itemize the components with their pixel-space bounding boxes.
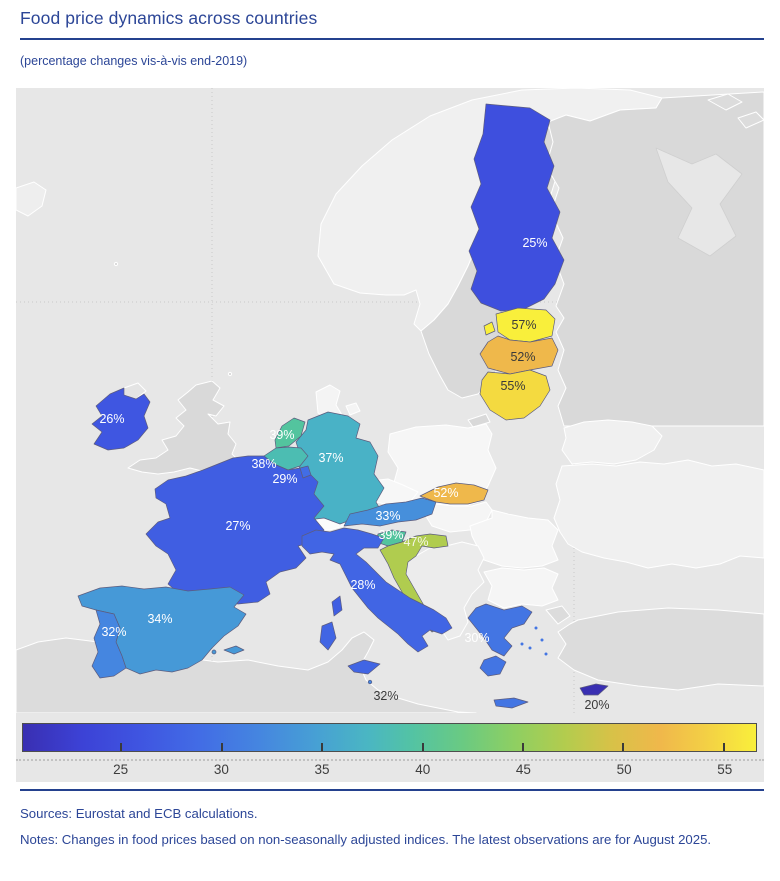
country-croatia [379, 533, 449, 633]
colorbar-tick [421, 743, 424, 751]
label-ireland: 26% [99, 412, 124, 426]
country-france [145, 455, 325, 605]
country-ukraine [553, 459, 764, 569]
colorbar-label: 25 [113, 762, 129, 777]
label-croatia: 47% [403, 535, 428, 549]
islands-aegean [520, 626, 548, 656]
title-divider [20, 38, 764, 40]
colorbar-label: 45 [515, 762, 531, 777]
colorbar-tick [622, 743, 625, 751]
colored-countries [77, 103, 609, 709]
country-denmark [315, 384, 361, 420]
label-spain: 34% [147, 612, 172, 626]
country-united-kingdom [127, 380, 241, 475]
label-france: 27% [225, 519, 250, 533]
country-greece [467, 603, 533, 677]
country-estonia [483, 307, 556, 343]
label-greece: 30% [464, 631, 489, 645]
island-malta [367, 679, 373, 685]
country-iceland [16, 181, 47, 217]
label-latvia: 52% [510, 350, 535, 364]
map-panel: 25% 57% 52% 55% 26% 39% 38% 29% 37% 27% … [16, 88, 764, 782]
islands-balearic [223, 645, 245, 655]
label-slovenia: 39% [378, 528, 403, 542]
islands-shetland [227, 371, 233, 377]
label-malta: 32% [373, 689, 398, 703]
country-russia [545, 91, 764, 427]
label-cyprus: 20% [584, 698, 609, 712]
country-turkey [545, 605, 764, 691]
country-latvia [479, 335, 559, 375]
country-cyprus [579, 683, 609, 696]
label-netherlands: 39% [269, 428, 294, 442]
footer-sources: Sources: Eurostat and ECB calculations. [20, 806, 258, 821]
colorbar-label: 30 [213, 762, 229, 777]
footer-divider [20, 789, 764, 791]
colorbar-label: 35 [314, 762, 330, 777]
label-slovakia: 52% [433, 486, 458, 500]
region-kaliningrad [467, 413, 491, 428]
label-luxembourg: 29% [272, 472, 297, 486]
country-belarus [561, 419, 663, 465]
colorbar-label: 50 [616, 762, 632, 777]
label-portugal: 32% [101, 625, 126, 639]
country-italy [301, 527, 453, 653]
country-value-labels: 25% 57% 52% 55% 26% 39% 38% 29% 37% 27% … [99, 236, 609, 712]
island-sardinia [319, 621, 337, 651]
label-italy: 28% [350, 578, 375, 592]
label-austria: 33% [375, 509, 400, 523]
white-sea [655, 147, 743, 257]
colorbar-tick [220, 743, 223, 751]
label-belgium: 38% [251, 457, 276, 471]
country-bulgaria [483, 567, 559, 609]
colorbar-dotted-rule [16, 759, 764, 761]
island-ibiza [211, 649, 217, 655]
islands-faroe [113, 261, 119, 267]
country-lithuania [479, 369, 551, 421]
colorbar-label: 40 [415, 762, 431, 777]
country-portugal [91, 609, 127, 679]
island-corsica [331, 595, 343, 617]
page-subtitle: (percentage changes vis-à-vis end-2019) [20, 54, 248, 68]
footer: Sources: Eurostat and ECB calculations. … [20, 801, 756, 852]
label-finland: 25% [522, 236, 547, 250]
island-sicily [347, 659, 381, 675]
page-title: Food price dynamics across countries [20, 8, 318, 28]
footer-notes: Notes: Changes in food prices based on n… [20, 831, 712, 847]
colorbar-labels: 25 30 35 40 45 50 55 [22, 762, 757, 780]
label-germany: 37% [318, 451, 343, 465]
country-austria [343, 497, 437, 527]
label-estonia: 57% [511, 318, 536, 332]
colorbar-tick [321, 743, 324, 751]
country-slovakia [419, 482, 489, 505]
country-ireland [91, 387, 151, 451]
island-crete [493, 697, 529, 709]
colorbar-tick [120, 743, 123, 751]
islands-arctic [707, 93, 764, 129]
colorbar-tick [522, 743, 525, 751]
colorbar-tick [722, 743, 725, 751]
europe-map: 25% 57% 52% 55% 26% 39% 38% 29% 37% 27% … [16, 88, 764, 713]
label-lithuania: 55% [500, 379, 525, 393]
colorbar-label: 55 [717, 762, 733, 777]
colorbar-gradient [22, 723, 757, 752]
